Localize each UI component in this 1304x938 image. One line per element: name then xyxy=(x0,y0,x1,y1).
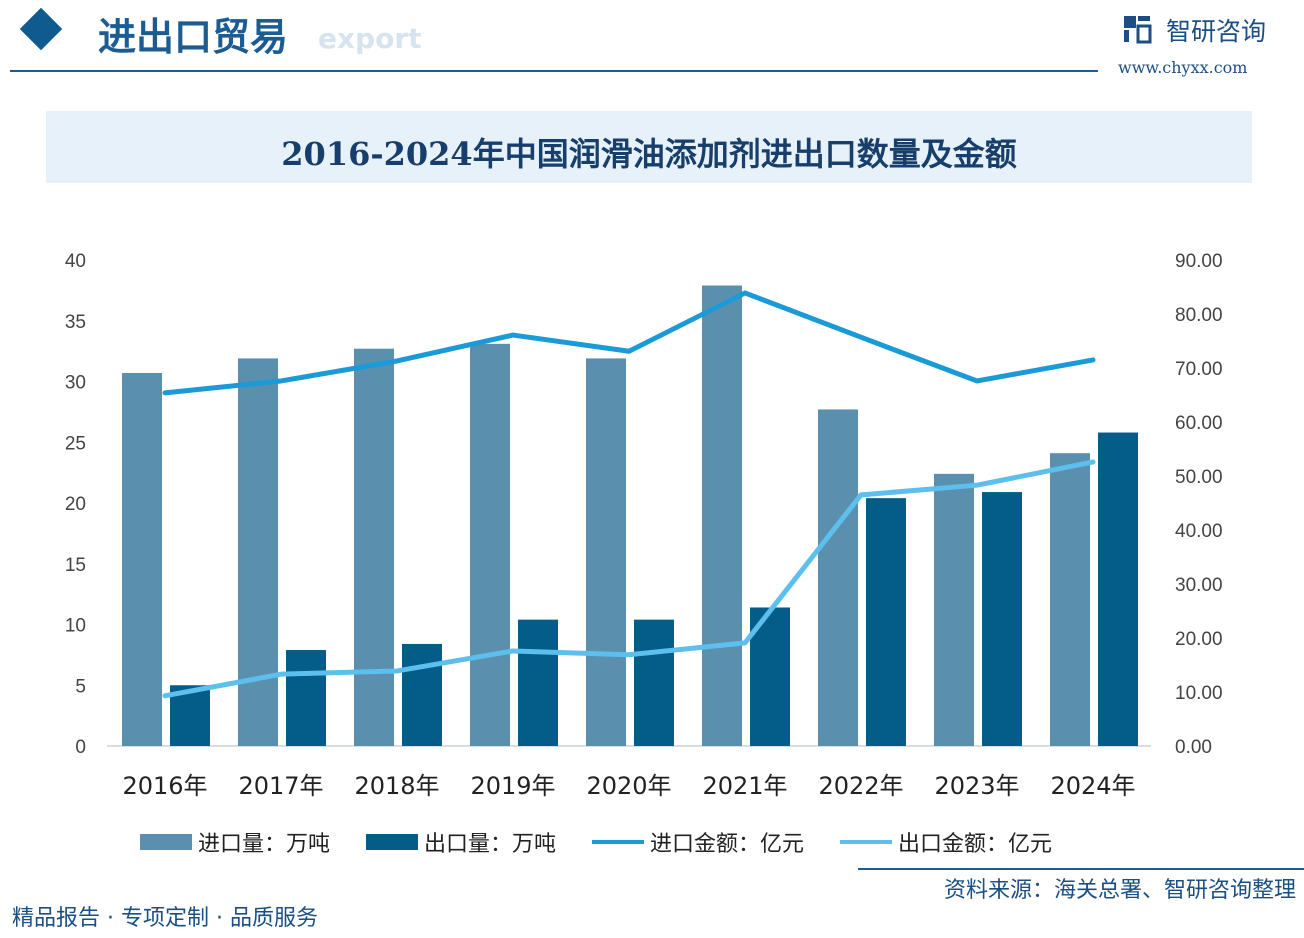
chart-title-banner: 2016-2024年中国润滑油添加剂进出口数量及金额 xyxy=(46,111,1252,183)
legend-label: 出口金额：亿元 xyxy=(898,832,1053,857)
x-tick-label: 2018年 xyxy=(354,772,439,800)
line-import-amount xyxy=(162,290,1096,396)
y-left-tick-label: 35 xyxy=(65,312,86,333)
y-right-tick-label: 80.00 xyxy=(1175,305,1223,326)
legend-swatch xyxy=(592,840,645,844)
bar-export-qty xyxy=(286,650,326,746)
y-right-tick-label: 10.00 xyxy=(1175,683,1223,704)
x-tick-label: 2022年 xyxy=(818,772,903,800)
legend: 进口量：万吨 出口量：万吨 进口金额：亿元 出口金额：亿元 xyxy=(140,826,1088,858)
bar-export-qty xyxy=(518,619,558,746)
bar-import-qty xyxy=(586,358,626,746)
y-left-tick-label: 0 xyxy=(75,737,86,758)
bar-export-qty xyxy=(866,498,906,746)
legend-swatch xyxy=(366,834,419,850)
bar-import-qty xyxy=(122,372,162,746)
x-tick-label: 2021年 xyxy=(702,772,787,800)
bar-import-qty xyxy=(354,348,394,746)
logo-icon xyxy=(1124,16,1152,44)
bar-import-qty xyxy=(818,409,858,746)
x-tick-label: 2020年 xyxy=(586,772,671,800)
bar-import-qty xyxy=(1050,453,1090,746)
source-divider xyxy=(858,868,1304,870)
bar-import-qty xyxy=(238,358,278,746)
source-note: 资料来源：海关总署、智研咨询整理 xyxy=(943,878,1296,903)
header-divider xyxy=(10,70,1098,72)
y-left-tick-label: 10 xyxy=(65,616,86,637)
y-left-tick-label: 5 xyxy=(75,676,86,697)
bar-export-qty xyxy=(1098,432,1138,746)
bar-export-qty xyxy=(634,619,674,746)
x-tick-label: 2017年 xyxy=(238,772,323,800)
y-right-tick-label: 60.00 xyxy=(1175,413,1223,434)
legend-swatch xyxy=(140,834,192,850)
y-right-tick-label: 30.00 xyxy=(1175,575,1223,596)
logo-url: www.chyxx.com xyxy=(1118,58,1248,77)
x-tick-label: 2019年 xyxy=(470,772,555,800)
y-right-tick-label: 40.00 xyxy=(1175,521,1223,542)
y-right-tick-label: 90.00 xyxy=(1175,251,1223,272)
legend-label: 出口量：万吨 xyxy=(424,832,557,857)
legend-item: 进口量：万吨 xyxy=(140,826,330,858)
y-left-tick-label: 20 xyxy=(65,494,86,515)
legend-item: 进口金额：亿元 xyxy=(592,826,804,858)
y-left-tick-label: 40 xyxy=(65,251,86,272)
legend-swatch xyxy=(840,840,893,844)
legend-label: 进口量：万吨 xyxy=(198,832,331,857)
x-tick-label: 2016年 xyxy=(122,772,207,800)
legend-label: 进口金额：亿元 xyxy=(650,832,805,857)
bar-export-qty xyxy=(982,492,1022,746)
bar-import-qty xyxy=(470,343,510,746)
y-right-tick-label: 50.00 xyxy=(1175,467,1223,488)
y-left-tick-label: 25 xyxy=(65,433,86,454)
header-subtitle: export xyxy=(318,22,422,55)
bar-import-qty xyxy=(702,285,742,746)
y-left-tick-label: 30 xyxy=(65,373,86,394)
bar-export-qty xyxy=(402,643,442,746)
y-right-tick-label: 70.00 xyxy=(1175,359,1223,380)
y-left-tick-label: 15 xyxy=(65,555,86,576)
x-tick-label: 2024年 xyxy=(1050,772,1135,800)
y-right-tick-label: 0.00 xyxy=(1175,737,1212,758)
legend-item: 出口量：万吨 xyxy=(366,826,556,858)
chart-title: 2016-2024年中国润滑油添加剂进出口数量及金额 xyxy=(281,135,1017,173)
footer-slogan: 精品报告 · 专项定制 · 品质服务 xyxy=(12,906,318,931)
logo-text: 智研咨询 xyxy=(1166,17,1267,46)
header-title: 进出口贸易 xyxy=(98,14,289,59)
x-tick-label: 2023年 xyxy=(934,772,1019,800)
bar-import-qty xyxy=(934,473,974,746)
y-right-tick-label: 20.00 xyxy=(1175,629,1223,650)
legend-item: 出口金额：亿元 xyxy=(840,826,1052,858)
